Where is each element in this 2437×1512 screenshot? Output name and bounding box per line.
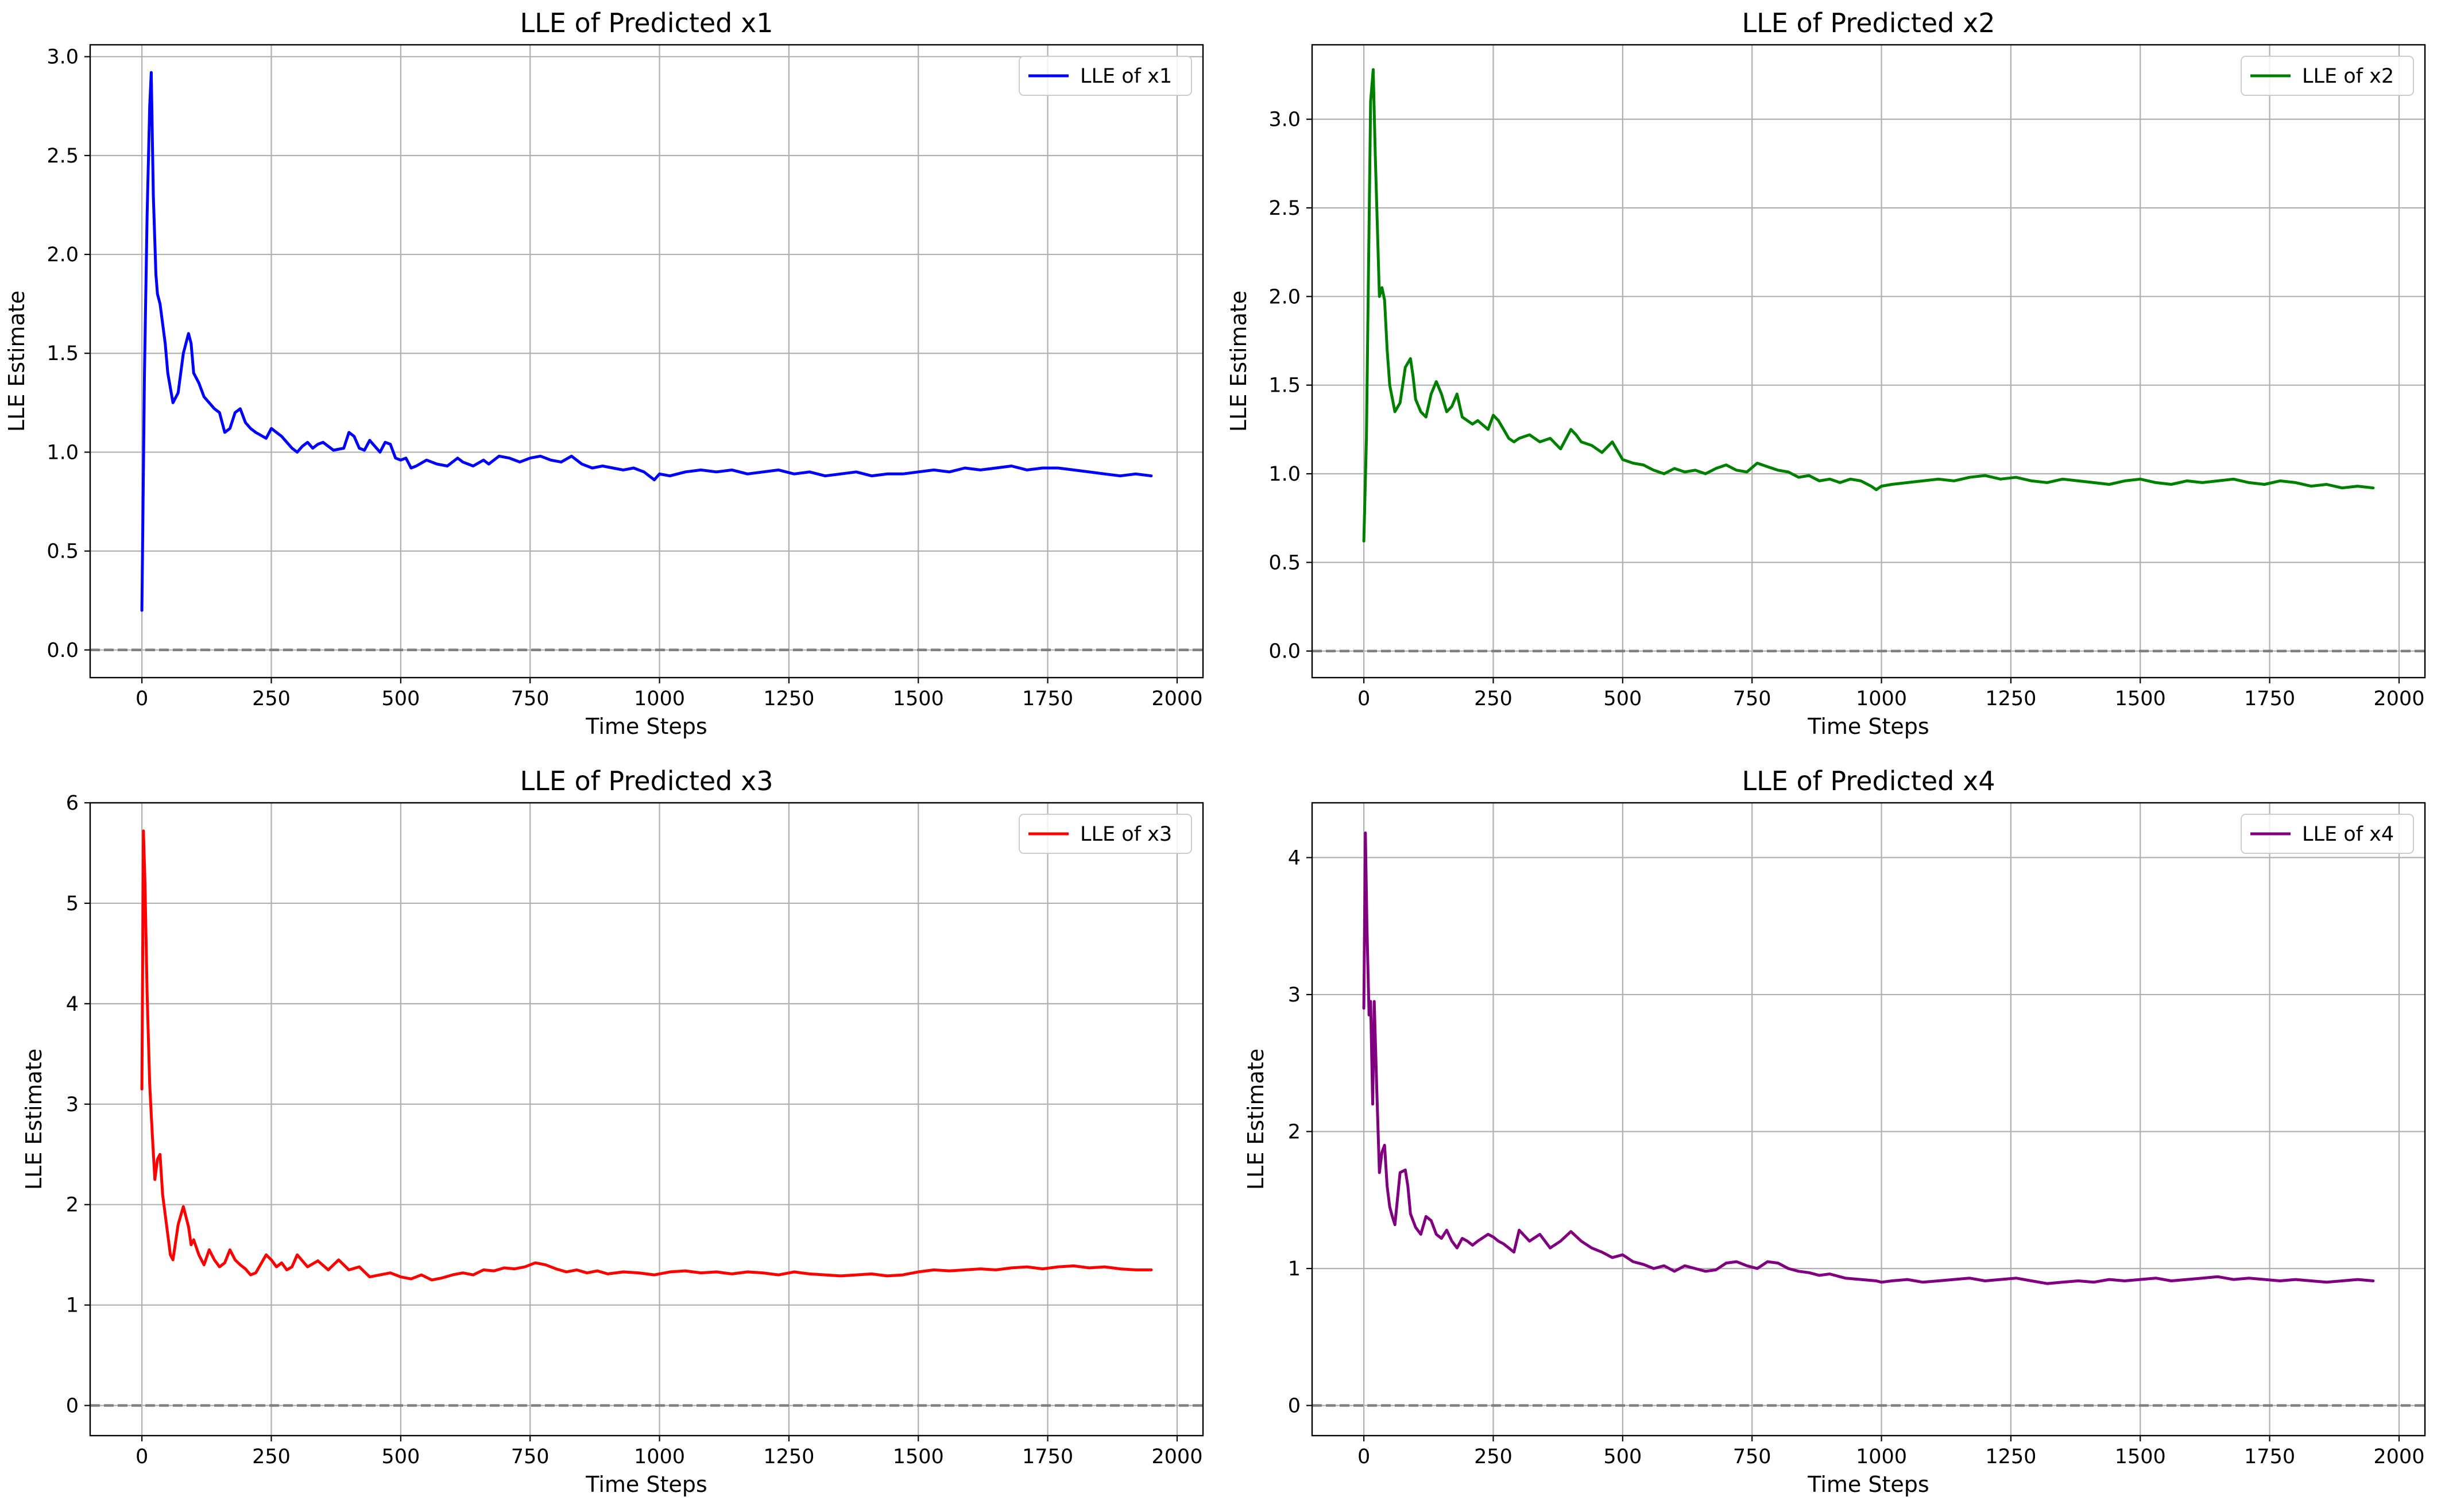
x-axis-label: Time Steps	[1807, 1472, 1929, 1497]
legend-label: LLE of x1	[1080, 65, 1172, 88]
chart-title: LLE of Predicted x4	[1742, 765, 1995, 796]
x-tick-label: 750	[511, 687, 550, 710]
y-axis-label: LLE Estimate	[1243, 1049, 1268, 1190]
x-tick-label: 1500	[893, 687, 944, 710]
y-axis-label: LLE Estimate	[21, 1049, 47, 1190]
series-line-lle-of-x2	[1362, 68, 2375, 543]
legend-label: LLE of x4	[2302, 823, 2394, 846]
x-tick-label: 1000	[1856, 687, 1907, 710]
legend-label: LLE of x2	[2302, 65, 2394, 88]
y-tick-label: 5	[66, 892, 79, 915]
y-tick-label: 0.5	[1268, 551, 1301, 574]
y-tick-label: 0.0	[47, 639, 79, 662]
x-tick-label: 2000	[2373, 687, 2424, 710]
x-tick-label: 1750	[2244, 687, 2295, 710]
x-tick-label: 1250	[1985, 687, 2036, 710]
x-tick-label: 0	[136, 687, 148, 710]
x-tick-label: 1000	[1856, 1445, 1907, 1468]
chart-3: 0 250 500 750 1000 1250 1500 1750 2000 0 1 2 3 4 5 6 LLE…	[21, 765, 1204, 1497]
chart-title: LLE of Predicted x2	[1742, 7, 1995, 38]
y-tick-label: 4	[66, 993, 79, 1016]
x-tick-label: 500	[381, 687, 420, 710]
x-tick-label: 750	[1733, 1445, 1771, 1468]
x-tick-label: 250	[252, 687, 291, 710]
chart-2: 0 250 500 750 1000 1250 1500 1750 2000 0.0 0.5 1.0 1…	[1226, 7, 2426, 739]
y-tick-label: 4	[1288, 846, 1301, 869]
x-tick-label: 250	[252, 1445, 291, 1468]
series-line-lle-of-x4	[1362, 832, 2375, 1285]
chart-title: LLE of Predicted x3	[520, 765, 773, 796]
y-tick-label: 1	[66, 1294, 79, 1317]
x-tick-label: 1750	[1022, 687, 1073, 710]
y-tick-label: 3.0	[1268, 109, 1301, 132]
y-tick-label: 3	[1288, 984, 1301, 1007]
axes-frame	[1311, 802, 2426, 1437]
x-tick-label: 0	[1357, 687, 1370, 710]
y-axis-label: LLE Estimate	[1226, 291, 1251, 432]
y-tick-label: 3	[66, 1093, 79, 1116]
x-tick-label: 500	[1603, 687, 1642, 710]
x-tick-label: 2000	[2373, 1445, 2424, 1468]
x-tick-label: 1500	[2115, 687, 2166, 710]
y-tick-label: 1	[1288, 1258, 1301, 1281]
x-tick-label: 1250	[763, 687, 814, 710]
x-tick-label: 500	[1603, 1445, 1642, 1468]
chart-1: 0 250 500 750 1000 1250 1500 1750 2000 0.0 0.5 1.0 1…	[4, 7, 1204, 739]
legend: LLE of x4	[2241, 814, 2414, 854]
legend: LLE of x1	[1019, 56, 1192, 96]
legend-box	[1019, 56, 1192, 96]
y-tick-label: 2.0	[47, 243, 79, 266]
y-axis-label: LLE Estimate	[4, 291, 29, 432]
x-tick-label: 1500	[2115, 1445, 2166, 1468]
y-tick-label: 3.0	[47, 46, 79, 69]
y-tick-label: 0	[1288, 1395, 1301, 1418]
y-tick-label: 2	[1288, 1120, 1301, 1143]
x-tick-label: 750	[511, 1445, 550, 1468]
x-tick-label: 2000	[1151, 687, 1202, 710]
x-tick-label: 1500	[893, 1445, 944, 1468]
x-tick-label: 1250	[1985, 1445, 2036, 1468]
legend-box	[2241, 56, 2414, 96]
y-tick-label: 1.0	[1268, 463, 1301, 486]
series-line-lle-of-x3	[140, 829, 1153, 1282]
x-tick-label: 500	[381, 1445, 420, 1468]
series-line-lle-of-x1	[140, 71, 1153, 612]
axes-frame	[1311, 44, 2426, 679]
legend: LLE of x2	[2241, 56, 2414, 96]
y-tick-label: 2.5	[1268, 197, 1301, 220]
x-axis-label: Time Steps	[585, 714, 707, 739]
y-tick-label: 1.5	[1268, 374, 1301, 397]
y-tick-label: 1.0	[47, 441, 79, 464]
x-tick-label: 1250	[763, 1445, 814, 1468]
y-tick-label: 1.5	[47, 342, 79, 365]
x-tick-label: 1750	[2244, 1445, 2295, 1468]
chart-title: LLE of Predicted x1	[520, 7, 773, 38]
y-tick-label: 2	[66, 1194, 79, 1217]
axes-frame	[89, 44, 1204, 679]
x-tick-label: 250	[1474, 1445, 1513, 1468]
x-tick-label: 1000	[634, 687, 685, 710]
y-tick-label: 0.0	[1268, 640, 1301, 663]
x-axis-label: Time Steps	[1807, 714, 1929, 739]
x-tick-label: 750	[1733, 687, 1771, 710]
y-tick-label: 0.5	[47, 540, 79, 563]
legend-box	[1019, 814, 1192, 854]
axes-frame	[89, 802, 1204, 1437]
legend: LLE of x3	[1019, 814, 1192, 854]
x-tick-label: 1750	[1022, 1445, 1073, 1468]
x-axis-label: Time Steps	[585, 1472, 707, 1497]
x-tick-label: 250	[1474, 687, 1513, 710]
x-tick-label: 0	[1357, 1445, 1370, 1468]
x-tick-label: 1000	[634, 1445, 685, 1468]
legend-box	[2241, 814, 2414, 854]
y-tick-label: 2.0	[1268, 285, 1301, 308]
y-tick-label: 6	[66, 792, 79, 815]
y-tick-label: 2.5	[47, 145, 79, 168]
y-tick-label: 0	[66, 1395, 79, 1418]
x-tick-label: 0	[136, 1445, 148, 1468]
chart-4: 0 250 500 750 1000 1250 1500 1750 2000 0 1 2 3 4 LLE o…	[1243, 765, 2426, 1497]
x-tick-label: 2000	[1151, 1445, 1202, 1468]
legend-label: LLE of x3	[1080, 823, 1172, 846]
